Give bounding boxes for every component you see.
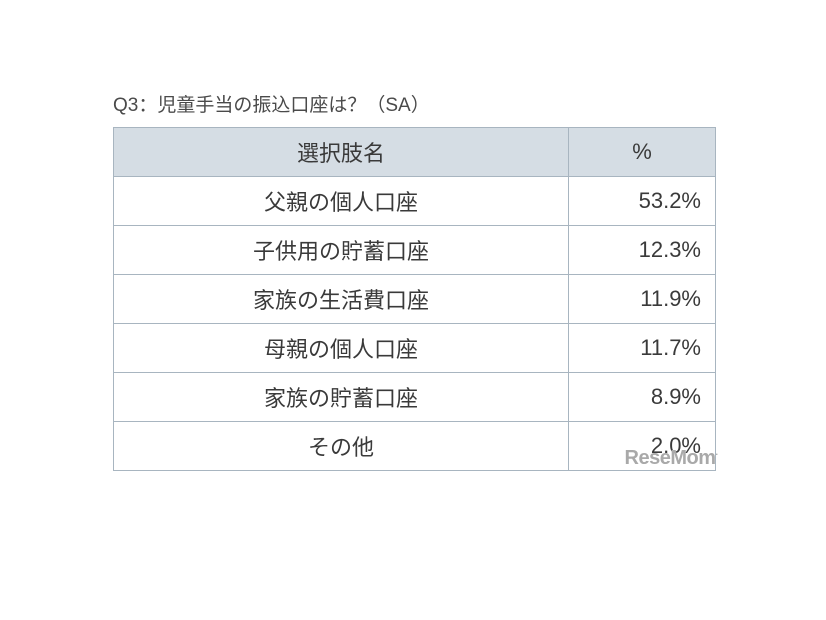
option-name: 家族の生活費口座 (114, 275, 569, 324)
survey-table-container: Q3：児童手当の振込口座は？（SA） 選択肢名 % 父親の個人口座 53.2% … (113, 90, 716, 471)
option-name: 家族の貯蓄口座 (114, 373, 569, 422)
table-row: 子供用の貯蓄口座 12.3% (114, 226, 716, 275)
option-percent: 53.2% (569, 177, 716, 226)
watermark-logo: ReseMom. (625, 447, 719, 470)
option-percent: 11.9% (569, 275, 716, 324)
header-percent: % (569, 128, 716, 177)
option-name: 父親の個人口座 (114, 177, 569, 226)
option-name: 母親の個人口座 (114, 324, 569, 373)
results-table: 選択肢名 % 父親の個人口座 53.2% 子供用の貯蓄口座 12.3% 家族の生… (113, 127, 716, 471)
table-header-row: 選択肢名 % (114, 128, 716, 177)
question-title: Q3：児童手当の振込口座は？（SA） (113, 90, 716, 117)
option-percent: 8.9% (569, 373, 716, 422)
watermark-text: ReseMom (625, 447, 716, 469)
watermark-suffix: . (715, 447, 718, 457)
option-name: 子供用の貯蓄口座 (114, 226, 569, 275)
option-name: その他 (114, 422, 569, 471)
option-percent: 11.7% (569, 324, 716, 373)
option-percent: 12.3% (569, 226, 716, 275)
table-row: 家族の貯蓄口座 8.9% (114, 373, 716, 422)
table-row: 父親の個人口座 53.2% (114, 177, 716, 226)
table-row: 家族の生活費口座 11.9% (114, 275, 716, 324)
header-option-name: 選択肢名 (114, 128, 569, 177)
table-row: 母親の個人口座 11.7% (114, 324, 716, 373)
